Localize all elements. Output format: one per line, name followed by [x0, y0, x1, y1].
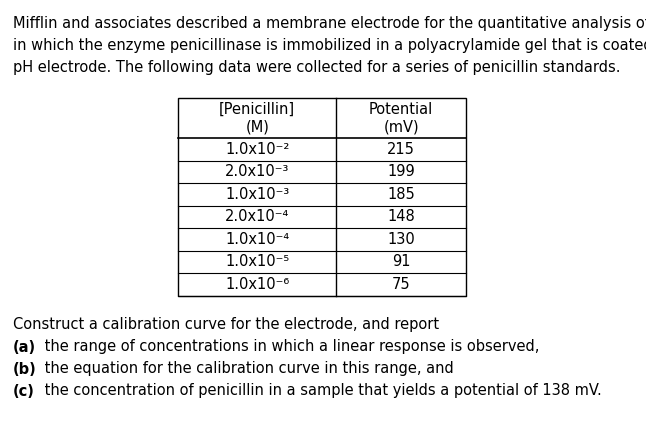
Text: Construct a calibration curve for the electrode, and report: Construct a calibration curve for the el… [13, 317, 439, 333]
Text: 1.0x10⁻²: 1.0x10⁻² [225, 142, 289, 157]
Text: (b): (b) [13, 362, 37, 377]
Text: [Penicillin]
(M): [Penicillin] (M) [219, 102, 295, 134]
Text: the concentration of penicillin in a sample that yields a potential of 138 mV.: the concentration of penicillin in a sam… [39, 383, 601, 398]
Text: 1.0x10⁻³: 1.0x10⁻³ [225, 187, 289, 202]
Text: 1.0x10⁻⁴: 1.0x10⁻⁴ [225, 232, 289, 247]
Text: 1.0x10⁻⁶: 1.0x10⁻⁶ [225, 277, 289, 292]
Text: 91: 91 [392, 254, 410, 269]
Text: the equation for the calibration curve in this range, and: the equation for the calibration curve i… [39, 362, 453, 377]
Text: 2.0x10⁻⁴: 2.0x10⁻⁴ [225, 209, 289, 224]
Text: in which the enzyme penicillinase is immobilized in a polyacrylamide gel that is: in which the enzyme penicillinase is imm… [13, 38, 646, 53]
Text: the range of concentrations in which a linear response is observed,: the range of concentrations in which a l… [39, 340, 539, 354]
Text: (a): (a) [13, 340, 36, 354]
Text: 2.0x10⁻³: 2.0x10⁻³ [225, 164, 289, 179]
Text: 75: 75 [392, 277, 410, 292]
Text: Potential
(mV): Potential (mV) [369, 102, 433, 134]
Text: 130: 130 [388, 232, 415, 247]
Text: 148: 148 [388, 209, 415, 224]
Text: 215: 215 [387, 142, 415, 157]
Text: Mifflin and associates described a membrane electrode for the quantitative analy: Mifflin and associates described a membr… [13, 16, 646, 31]
Text: 1.0x10⁻⁵: 1.0x10⁻⁵ [225, 254, 289, 269]
Text: (c): (c) [13, 383, 35, 398]
Text: pH electrode. The following data were collected for a series of penicillin stand: pH electrode. The following data were co… [13, 60, 621, 75]
Text: 199: 199 [388, 164, 415, 179]
Text: 185: 185 [388, 187, 415, 202]
